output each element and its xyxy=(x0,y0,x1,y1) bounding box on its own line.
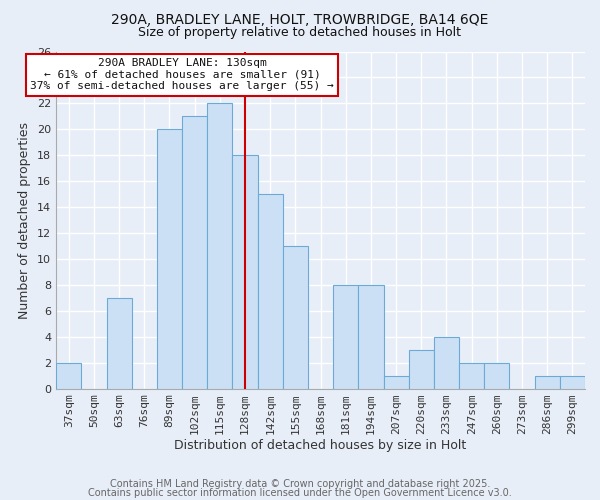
Bar xyxy=(107,298,132,388)
Bar xyxy=(207,104,232,389)
Bar xyxy=(484,362,509,388)
Text: Contains HM Land Registry data © Crown copyright and database right 2025.: Contains HM Land Registry data © Crown c… xyxy=(110,479,490,489)
Text: Contains public sector information licensed under the Open Government Licence v3: Contains public sector information licen… xyxy=(88,488,512,498)
Text: Size of property relative to detached houses in Holt: Size of property relative to detached ho… xyxy=(139,26,461,39)
Bar xyxy=(358,285,383,389)
Bar xyxy=(434,336,459,388)
Bar xyxy=(157,130,182,388)
Bar xyxy=(232,155,257,388)
Y-axis label: Number of detached properties: Number of detached properties xyxy=(19,122,31,318)
Bar xyxy=(182,116,207,388)
Bar xyxy=(459,362,484,388)
Bar xyxy=(560,376,585,388)
Bar xyxy=(383,376,409,388)
Bar xyxy=(409,350,434,389)
Bar xyxy=(257,194,283,388)
Text: 290A, BRADLEY LANE, HOLT, TROWBRIDGE, BA14 6QE: 290A, BRADLEY LANE, HOLT, TROWBRIDGE, BA… xyxy=(112,12,488,26)
Bar xyxy=(283,246,308,388)
Bar xyxy=(56,362,82,388)
Bar xyxy=(333,285,358,389)
Bar xyxy=(535,376,560,388)
X-axis label: Distribution of detached houses by size in Holt: Distribution of detached houses by size … xyxy=(175,440,467,452)
Text: 290A BRADLEY LANE: 130sqm
← 61% of detached houses are smaller (91)
37% of semi-: 290A BRADLEY LANE: 130sqm ← 61% of detac… xyxy=(30,58,334,91)
